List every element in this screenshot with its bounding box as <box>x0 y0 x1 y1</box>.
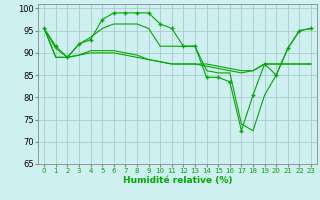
X-axis label: Humidité relative (%): Humidité relative (%) <box>123 176 232 185</box>
